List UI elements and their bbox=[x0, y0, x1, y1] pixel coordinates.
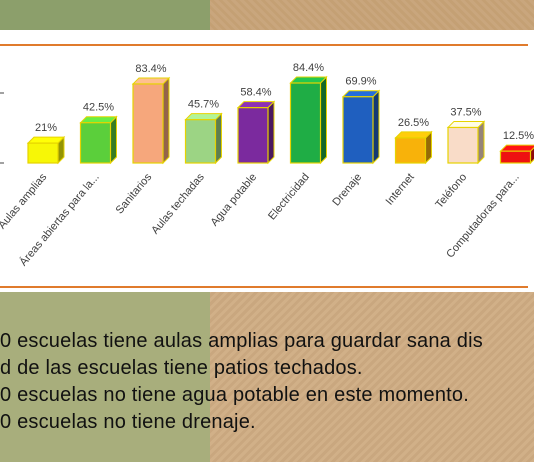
bar-side-face bbox=[267, 100, 275, 165]
bar-top-face bbox=[446, 120, 486, 128]
bar-side-face bbox=[320, 75, 327, 165]
bar-top-face bbox=[236, 101, 276, 109]
bar-top-face bbox=[289, 76, 328, 84]
bar-top-face bbox=[184, 113, 223, 121]
data-label: 45.7% bbox=[188, 99, 219, 111]
bar bbox=[289, 82, 322, 164]
data-label: 83.4% bbox=[135, 63, 166, 75]
background-grass-bottom bbox=[0, 292, 210, 462]
bar bbox=[394, 137, 427, 164]
category-label: Internet bbox=[384, 171, 417, 207]
background-sand-top bbox=[210, 0, 534, 30]
bar bbox=[132, 83, 164, 164]
bar-side-face bbox=[110, 115, 117, 165]
bar bbox=[342, 96, 374, 164]
bar bbox=[237, 107, 269, 164]
bar-side-face bbox=[215, 112, 222, 165]
bar-side-face bbox=[477, 120, 485, 165]
data-label: 69.9% bbox=[345, 76, 376, 88]
bar-top-face bbox=[26, 136, 66, 144]
bar-side-face bbox=[162, 76, 170, 165]
bar bbox=[27, 142, 59, 164]
bar bbox=[184, 119, 217, 164]
caption-line-2: d de las escuelas tiene patios techados. bbox=[0, 357, 363, 379]
caption-line-1: 0 escuelas tiene aulas amplias para guar… bbox=[0, 330, 483, 352]
background-sand-bottom bbox=[210, 292, 534, 462]
category-label: Agua potable bbox=[208, 171, 259, 228]
caption-line-4: 0 escuelas no tiene drenaje. bbox=[0, 411, 256, 433]
chart-panel: 21% Aulas amplias 42.5% Áreas abiertas para… bbox=[0, 30, 534, 292]
category-label: Sanitarios bbox=[114, 171, 155, 217]
bar-top-face bbox=[499, 144, 534, 152]
accent-rule-bottom bbox=[0, 286, 528, 288]
data-label: 58.4% bbox=[240, 87, 271, 99]
accent-rule-top bbox=[0, 44, 528, 46]
bar-top-face bbox=[394, 131, 433, 139]
data-label: 37.5% bbox=[450, 106, 481, 118]
bar bbox=[79, 122, 112, 164]
bar bbox=[499, 150, 532, 164]
data-label: 26.5% bbox=[398, 117, 429, 129]
category-label: Electricidad bbox=[266, 171, 312, 222]
bar-top-face bbox=[79, 116, 118, 124]
category-label: Teléfono bbox=[433, 171, 469, 211]
bar bbox=[447, 126, 479, 164]
category-label: Aulas amplias bbox=[0, 171, 50, 232]
background-grass-top bbox=[0, 0, 210, 30]
data-label: 42.5% bbox=[83, 102, 114, 114]
bar-side-face bbox=[372, 89, 380, 165]
bar-top-face bbox=[131, 77, 171, 85]
data-label: 12.5% bbox=[503, 130, 534, 142]
caption-line-3: 0 escuelas no tiene agua potable en este… bbox=[0, 384, 470, 406]
data-label: 84.4% bbox=[293, 62, 324, 74]
data-label: 21% bbox=[35, 122, 57, 134]
category-label: Aulas techadas bbox=[149, 171, 207, 237]
category-label: Drenaje bbox=[330, 171, 364, 208]
bar-top-face bbox=[341, 90, 381, 98]
